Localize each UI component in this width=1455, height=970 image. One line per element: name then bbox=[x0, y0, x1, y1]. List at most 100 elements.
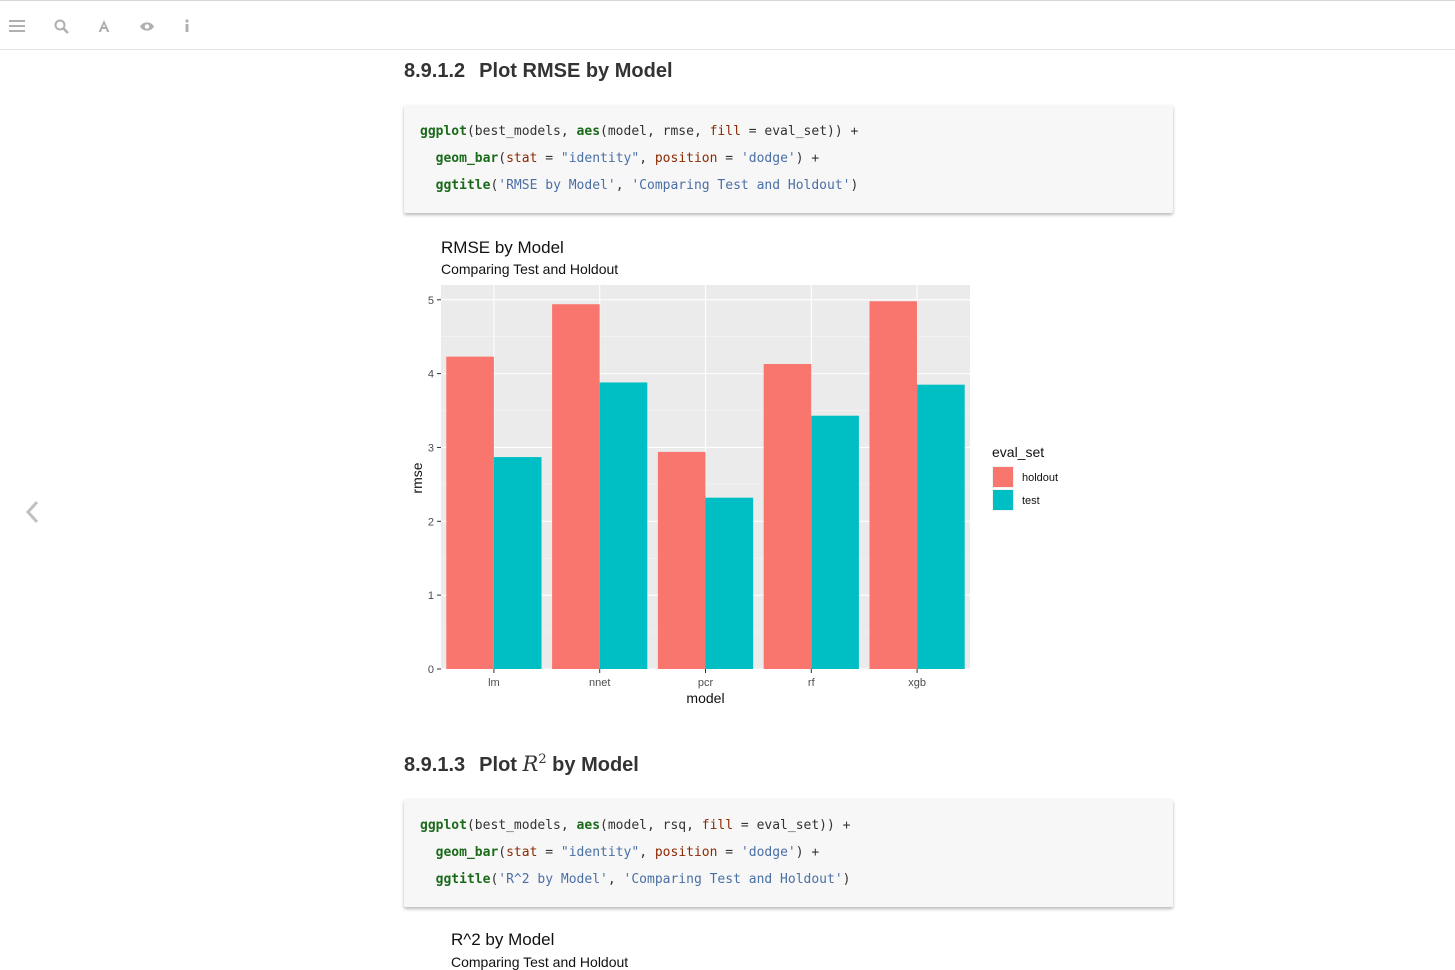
chart-subtitle: Comparing Test and Holdout bbox=[441, 261, 618, 277]
section-heading: 8.9.1.2 Plot RMSE by Model bbox=[404, 60, 673, 83]
code-token: (model, rmse, bbox=[600, 124, 710, 139]
code-token: ( bbox=[490, 178, 499, 193]
code-token: 'Comparing Test and Holdout' bbox=[623, 872, 843, 887]
code-token: fill bbox=[701, 818, 734, 833]
code-token: geom_bar bbox=[435, 151, 499, 166]
code-token: 'Comparing Test and Holdout' bbox=[631, 178, 851, 193]
code-token: 'dodge' bbox=[740, 845, 796, 860]
x-tick-label: rf bbox=[808, 677, 816, 689]
code-token: = bbox=[717, 845, 741, 860]
code-token: position bbox=[654, 151, 718, 166]
code-block: ggplot(best_models, aes(model, rmse, fil… bbox=[404, 105, 1173, 213]
menu-icon[interactable] bbox=[6, 15, 28, 37]
legend-label: test bbox=[1022, 495, 1040, 507]
code-token: stat bbox=[506, 845, 538, 860]
code-token: (best_models, bbox=[466, 818, 577, 833]
code-token: ( bbox=[498, 845, 507, 860]
x-tick-label: lm bbox=[488, 677, 500, 689]
section-number: 8.9.1.2 bbox=[404, 60, 466, 82]
y-tick-label: 0 bbox=[428, 664, 434, 676]
bar-holdout-nnet bbox=[552, 304, 600, 669]
code-token: , bbox=[615, 178, 632, 193]
y-tick-label: 2 bbox=[428, 516, 434, 528]
code-line: ggtitle('RMSE by Model', 'Comparing Test… bbox=[420, 176, 1173, 203]
toolbar bbox=[0, 0, 1455, 50]
chart-subtitle: Comparing Test and Holdout bbox=[451, 954, 629, 970]
code-token: = bbox=[717, 151, 741, 166]
x-tick-label: xgb bbox=[908, 677, 926, 689]
code-line: geom_bar(stat = "identity", position = '… bbox=[420, 149, 1173, 176]
section-heading: 8.9.1.3 Plot R2 by Model bbox=[404, 752, 639, 777]
code-token: aes bbox=[576, 818, 601, 833]
info-icon[interactable] bbox=[176, 15, 198, 37]
code-token: ) + bbox=[795, 151, 820, 166]
code-token: , bbox=[639, 151, 655, 166]
code-token: (best_models, bbox=[466, 124, 577, 139]
chart-title: R^2 by Model bbox=[451, 930, 555, 949]
x-axis-label: model bbox=[686, 690, 724, 706]
code-token: = bbox=[537, 845, 561, 860]
code-token: ggplot bbox=[420, 124, 467, 139]
code-token: 'dodge' bbox=[740, 151, 796, 166]
search-icon[interactable] bbox=[50, 15, 72, 37]
eye-icon[interactable] bbox=[136, 15, 158, 37]
section-title: Plot RMSE by Model bbox=[479, 60, 673, 82]
legend-label: holdout bbox=[1022, 472, 1058, 484]
code-token: = bbox=[537, 151, 561, 166]
y-tick-label: 4 bbox=[428, 369, 434, 381]
code-line: geom_bar(stat = "identity", position = '… bbox=[420, 843, 1173, 870]
bar-test-rf bbox=[811, 415, 859, 669]
code-token: aes bbox=[576, 124, 601, 139]
code-token: position bbox=[654, 845, 718, 860]
bar-holdout-rf bbox=[763, 364, 812, 669]
bars bbox=[446, 301, 965, 669]
y-tick-label: 3 bbox=[428, 442, 434, 454]
math-base: R bbox=[522, 752, 539, 776]
code-token: ggplot bbox=[420, 818, 467, 833]
chart-title: RMSE by Model bbox=[441, 238, 564, 257]
bar-holdout-xgb bbox=[869, 301, 918, 669]
bar-test-lm bbox=[493, 457, 542, 669]
legend-swatch-test bbox=[993, 490, 1013, 510]
code-token: , bbox=[607, 872, 624, 887]
x-tick-label: nnet bbox=[589, 677, 610, 689]
code-token: geom_bar bbox=[435, 845, 499, 860]
x-tick-label: pcr bbox=[698, 677, 714, 689]
code-token: ) bbox=[850, 178, 859, 193]
code-token: = eval_set)) + bbox=[733, 818, 851, 833]
font-icon[interactable] bbox=[93, 15, 115, 37]
code-token: stat bbox=[506, 151, 538, 166]
bar-test-nnet bbox=[599, 382, 648, 669]
code-token: 'RMSE by Model' bbox=[498, 178, 616, 193]
legend-title: eval_set bbox=[992, 444, 1044, 460]
code-token: ) bbox=[842, 872, 851, 887]
code-token: = eval_set)) + bbox=[740, 124, 859, 139]
y-axis-label: rmse bbox=[409, 462, 425, 493]
legend-swatch-holdout bbox=[993, 467, 1013, 487]
section-title-prefix: Plot bbox=[479, 754, 523, 776]
math-superscript: 2 bbox=[538, 752, 547, 767]
y-tick-label: 1 bbox=[428, 590, 434, 602]
code-line: ggtitle('R^2 by Model', 'Comparing Test … bbox=[420, 870, 1173, 897]
code-token: (model, rsq, bbox=[600, 818, 702, 833]
code-token: ( bbox=[498, 151, 507, 166]
bar-holdout-lm bbox=[446, 356, 494, 669]
code-token: ) + bbox=[795, 845, 820, 860]
code-token: "identity" bbox=[560, 845, 640, 860]
code-line: ggplot(best_models, aes(model, rmse, fil… bbox=[420, 122, 1173, 149]
code-token: fill bbox=[709, 124, 741, 139]
code-token: ggtitle bbox=[435, 178, 491, 193]
code-line: ggplot(best_models, aes(model, rsq, fill… bbox=[420, 816, 1173, 843]
previous-page-icon[interactable] bbox=[18, 494, 46, 530]
y-tick-label: 5 bbox=[428, 295, 434, 307]
section-number: 8.9.1.3 bbox=[404, 754, 466, 776]
bar-test-pcr bbox=[705, 497, 754, 669]
math-expression: R2 bbox=[523, 752, 547, 776]
axes: 0 1 2 3 4 5 lm nnet pcr rf xgb bbox=[428, 295, 926, 689]
rmse-bar-chart: RMSE by Model Comparing Test and Holdout… bbox=[409, 238, 1058, 706]
legend: eval_set holdout test bbox=[992, 444, 1058, 511]
code-token: "identity" bbox=[560, 151, 640, 166]
bar-holdout-pcr bbox=[657, 451, 706, 669]
code-token: ( bbox=[490, 872, 499, 887]
section-title-suffix: by Model bbox=[546, 754, 639, 776]
